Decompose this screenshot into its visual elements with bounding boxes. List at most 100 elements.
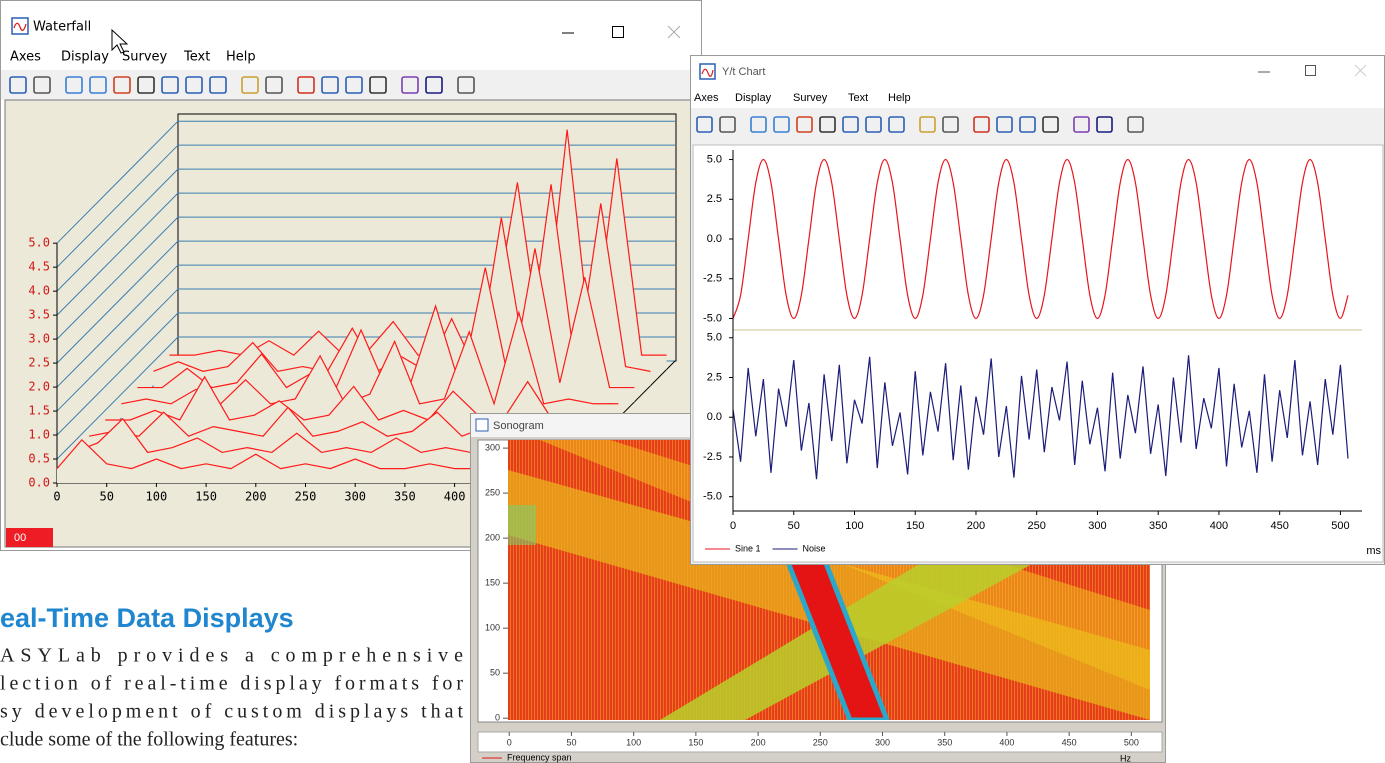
toolbar-button[interactable] bbox=[241, 76, 259, 94]
toolbar-button[interactable] bbox=[750, 116, 767, 133]
toolbar-button[interactable] bbox=[942, 116, 959, 133]
y-tick-label: 1.5 bbox=[28, 404, 50, 418]
toolbar-button[interactable] bbox=[185, 76, 203, 94]
x-tick-label: 150 bbox=[906, 520, 924, 532]
window-title: Waterfall bbox=[33, 20, 91, 35]
toolbar-button[interactable] bbox=[9, 76, 27, 94]
toolbar-button[interactable] bbox=[1019, 116, 1036, 133]
heatmap-spot bbox=[508, 505, 536, 545]
toolbar-button[interactable] bbox=[865, 116, 882, 133]
maximize-button[interactable] bbox=[612, 26, 624, 38]
toolbar-button[interactable] bbox=[919, 116, 936, 133]
x-unit-label: ms bbox=[1366, 545, 1381, 557]
x-tick-label: 50 bbox=[566, 737, 576, 747]
toolbar-button[interactable] bbox=[796, 116, 813, 133]
article: eal-Time Data Displays ASYLab provides a… bbox=[0, 603, 463, 750]
toolbar-button[interactable] bbox=[1096, 116, 1113, 133]
x-tick-label: 300 bbox=[1088, 520, 1106, 532]
menu-item[interactable]: Help bbox=[888, 92, 911, 104]
window-title: Y/t Chart bbox=[722, 66, 765, 78]
y-tick-label: -5.0 bbox=[703, 312, 722, 324]
x-tick-label: 450 bbox=[1062, 737, 1077, 747]
x-tick-label: 250 bbox=[813, 737, 828, 747]
mouse-cursor bbox=[111, 28, 129, 54]
toolbar-button[interactable] bbox=[1042, 116, 1059, 133]
toolbar-button[interactable] bbox=[137, 76, 155, 94]
x-tick-label: 350 bbox=[937, 737, 952, 747]
heading: eal-Time Data Displays bbox=[0, 603, 294, 633]
toolbar-button[interactable] bbox=[719, 116, 736, 133]
toolbar-button[interactable] bbox=[65, 76, 83, 94]
toolbar-button[interactable] bbox=[842, 116, 859, 133]
grid-line bbox=[56, 312, 179, 436]
toolbar-button[interactable] bbox=[113, 76, 131, 94]
toolbar-button[interactable] bbox=[696, 116, 713, 133]
grid-line bbox=[56, 216, 179, 340]
toolbar-button[interactable] bbox=[297, 76, 315, 94]
maximize-button[interactable] bbox=[1305, 65, 1316, 76]
x-tick-label: 50 bbox=[788, 520, 800, 532]
x-tick-label: 250 bbox=[295, 490, 317, 504]
menu-item[interactable]: Survey bbox=[793, 92, 828, 104]
indicator-label: 00 bbox=[14, 532, 26, 544]
menu-item[interactable]: Text bbox=[183, 50, 210, 65]
toolbar-button[interactable] bbox=[321, 76, 339, 94]
x-tick-label: 200 bbox=[245, 490, 267, 504]
y-tick-label: 0 bbox=[495, 713, 500, 723]
menu-item[interactable]: Display bbox=[61, 50, 109, 65]
trace bbox=[105, 375, 603, 421]
y-tick-label: 0.0 bbox=[28, 476, 50, 490]
toolbar-button[interactable] bbox=[209, 76, 227, 94]
x-tick-label: 450 bbox=[1271, 520, 1289, 532]
y-tick-label: 4.0 bbox=[28, 284, 50, 298]
x-tick-label: 350 bbox=[394, 490, 416, 504]
toolbar-button[interactable] bbox=[973, 116, 990, 133]
y-tick-label: 2.0 bbox=[28, 380, 50, 394]
trace-fill bbox=[121, 312, 619, 419]
y-tick-label: 4.5 bbox=[28, 260, 50, 274]
x-tick-label: 250 bbox=[1028, 520, 1046, 532]
series-line bbox=[732, 355, 1349, 480]
menu-item[interactable]: Help bbox=[226, 50, 256, 65]
toolbar-button[interactable] bbox=[819, 116, 836, 133]
toolbar-button[interactable] bbox=[265, 76, 283, 94]
trace-fill bbox=[57, 439, 554, 483]
series-line bbox=[732, 158, 1349, 320]
x-tick-label: 50 bbox=[99, 490, 113, 504]
toolbar-button[interactable] bbox=[457, 76, 475, 94]
x-tick-label: 300 bbox=[875, 737, 890, 747]
toolbar-button[interactable] bbox=[425, 76, 443, 94]
menu-item[interactable]: Survey bbox=[122, 50, 168, 65]
x-tick-label: 100 bbox=[845, 520, 863, 532]
close-button[interactable] bbox=[1354, 64, 1367, 77]
toolbar-button[interactable] bbox=[345, 76, 363, 94]
menu-item[interactable]: Axes bbox=[10, 50, 41, 65]
y-tick-label: 300 bbox=[485, 442, 500, 452]
y-tick-label: 150 bbox=[485, 578, 500, 588]
toolbar-button[interactable] bbox=[773, 116, 790, 133]
toolbar-button[interactable] bbox=[161, 76, 179, 94]
x-tick-label: 400 bbox=[444, 490, 466, 504]
toolbar-button[interactable] bbox=[888, 116, 905, 133]
toolbar-button[interactable] bbox=[89, 76, 107, 94]
window-title: Sonogram bbox=[493, 420, 544, 432]
y-tick-label: 100 bbox=[485, 623, 500, 633]
close-button[interactable] bbox=[667, 25, 681, 39]
menu-item[interactable]: Text bbox=[848, 92, 868, 104]
y-tick-label: 200 bbox=[485, 533, 500, 543]
menu-item[interactable]: Display bbox=[735, 92, 772, 104]
grid-line bbox=[56, 120, 179, 244]
app-icon bbox=[701, 68, 714, 77]
x-tick-label: 0 bbox=[730, 520, 736, 532]
toolbar-button[interactable] bbox=[1127, 116, 1144, 133]
legend-label: Frequency span bbox=[507, 752, 572, 762]
toolbar-button[interactable] bbox=[1073, 116, 1090, 133]
y-tick-label: -2.5 bbox=[703, 273, 722, 285]
toolbar-button[interactable] bbox=[33, 76, 51, 94]
toolbar-button[interactable] bbox=[369, 76, 387, 94]
grid-line bbox=[56, 240, 179, 364]
toolbar-button[interactable] bbox=[401, 76, 419, 94]
menu-item[interactable]: Axes bbox=[694, 92, 719, 104]
trace-fill bbox=[73, 418, 571, 467]
toolbar-button[interactable] bbox=[996, 116, 1013, 133]
